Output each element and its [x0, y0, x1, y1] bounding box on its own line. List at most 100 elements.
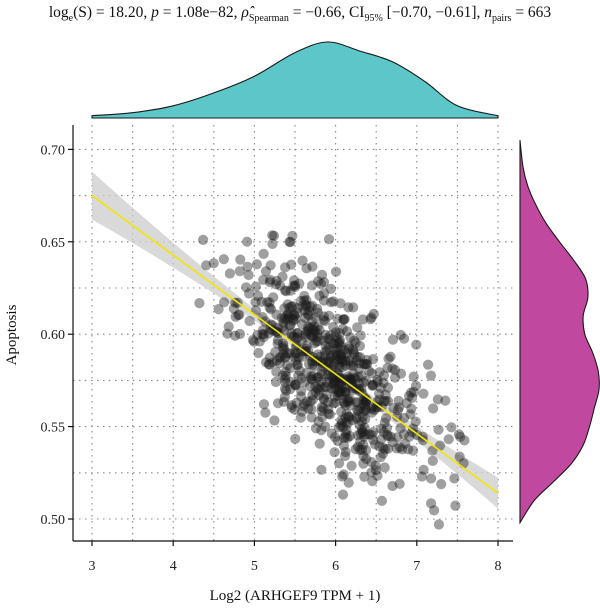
data-point: [334, 387, 345, 398]
data-point: [267, 238, 278, 249]
data-point: [313, 416, 324, 427]
data-point: [341, 417, 352, 428]
data-point: [396, 444, 408, 455]
data-point: [288, 351, 299, 363]
data-point: [334, 362, 345, 373]
data-point: [312, 331, 323, 342]
data-point: [323, 234, 335, 245]
data-point: [364, 366, 375, 377]
data-point: [382, 429, 393, 440]
data-point: [340, 428, 351, 439]
data-point: [299, 295, 310, 306]
data-point: [343, 341, 354, 352]
data-point: [307, 359, 318, 370]
data-point: [329, 384, 340, 395]
data-point: [337, 471, 348, 482]
data-point: [309, 325, 321, 336]
data-point: [290, 433, 301, 444]
data-point: [359, 358, 370, 369]
data-point: [364, 429, 375, 440]
data-point: [303, 403, 314, 414]
data-point: [312, 372, 323, 383]
data-point: [319, 394, 330, 405]
data-point: [377, 448, 389, 459]
data-point: [344, 393, 355, 405]
data-point: [358, 398, 369, 410]
data-point: [329, 371, 340, 382]
data-point: [309, 321, 320, 332]
data-point: [340, 386, 351, 397]
data-point: [316, 376, 327, 387]
data-point: [315, 351, 326, 362]
data-point: [378, 370, 389, 381]
data-point: [302, 325, 313, 337]
data-point: [418, 464, 429, 475]
data-point: [323, 404, 334, 415]
data-point: [318, 277, 330, 288]
data-point: [282, 299, 293, 310]
data-point: [307, 389, 318, 401]
data-point: [230, 330, 241, 341]
data-point: [350, 337, 361, 348]
data-point: [333, 387, 344, 398]
data-point: [342, 396, 353, 407]
data-point: [339, 398, 350, 409]
data-point: [388, 403, 399, 414]
data-point: [286, 331, 297, 342]
data-point: [264, 359, 275, 370]
data-point: [329, 338, 340, 349]
data-point: [333, 369, 344, 380]
data-point: [365, 314, 376, 325]
data-point: [353, 406, 364, 417]
data-point: [347, 415, 358, 426]
data-point: [325, 352, 336, 363]
data-point: [258, 332, 269, 343]
data-point: [323, 408, 334, 419]
data-point: [361, 358, 372, 370]
data-point: [258, 399, 270, 410]
data-point: [278, 341, 289, 352]
data-point: [360, 413, 371, 425]
data-point: [327, 338, 338, 349]
data-point: [258, 329, 269, 340]
data-point: [306, 373, 317, 385]
data-point: [349, 335, 360, 346]
data-point: [310, 387, 321, 398]
data-point: [228, 303, 239, 314]
data-point: [301, 299, 312, 311]
data-point: [352, 397, 364, 408]
data-point: [378, 426, 389, 437]
data-point: [267, 357, 278, 368]
data-point: [277, 338, 289, 349]
data-point: [328, 296, 339, 307]
data-point: [351, 355, 362, 366]
data-point: [335, 386, 346, 397]
data-point: [399, 412, 410, 424]
data-point: [367, 476, 378, 487]
data-point: [250, 281, 261, 292]
x-tick-label: 8: [495, 559, 502, 574]
data-point: [378, 442, 389, 453]
data-point: [332, 354, 343, 365]
data-point: [404, 390, 415, 402]
data-point: [334, 359, 345, 370]
data-point: [264, 297, 275, 308]
data-point: [361, 445, 372, 456]
data-point: [342, 394, 353, 405]
data-point: [286, 259, 297, 270]
data-point: [334, 328, 345, 339]
data-point: [358, 394, 369, 406]
data-point: [242, 236, 253, 247]
data-point: [330, 327, 341, 338]
data-point: [325, 330, 336, 341]
data-point: [296, 319, 307, 330]
data-point: [408, 445, 419, 456]
y-tick-label: 0.60: [41, 328, 66, 343]
data-point: [368, 427, 379, 438]
data-point: [368, 434, 379, 445]
data-point: [393, 395, 404, 406]
data-point: [353, 383, 365, 395]
regression-line-group: [91, 194, 499, 494]
data-point: [306, 404, 317, 415]
data-point: [367, 379, 378, 390]
